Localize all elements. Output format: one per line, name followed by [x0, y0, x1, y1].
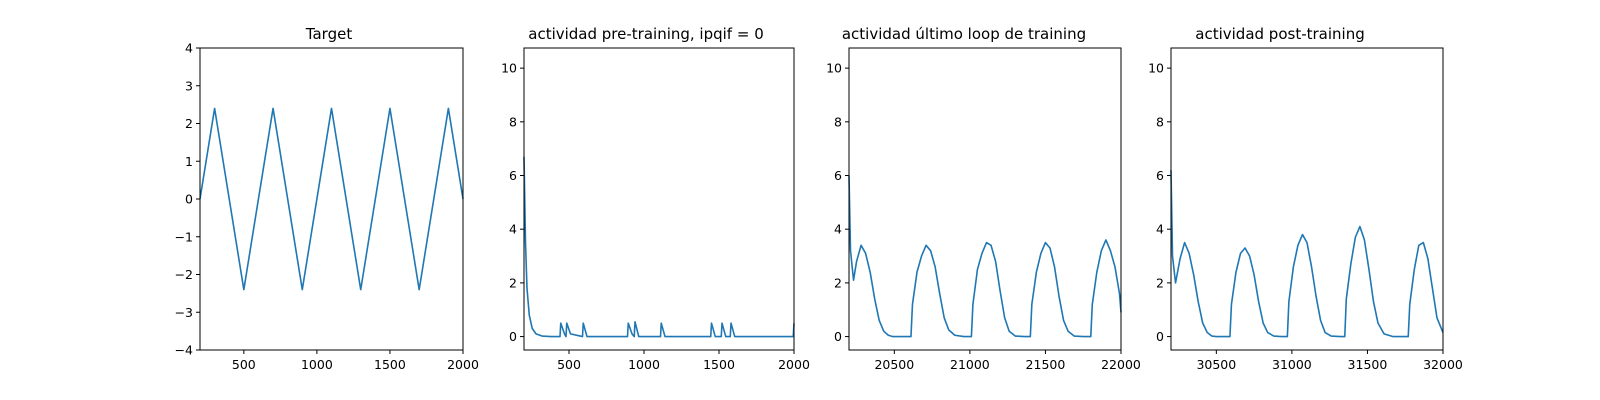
y-tick-label: −2 — [175, 267, 193, 282]
y-ticks: 0 2 4 6 8 10 — [501, 61, 524, 344]
x-tick-label: 20500 — [874, 357, 914, 372]
y-tick-label: 4 — [834, 222, 842, 237]
x-ticks: 20500 21000 21500 22000 — [874, 350, 1141, 372]
y-tick-label: −4 — [175, 343, 193, 358]
series-line — [848, 175, 1122, 338]
x-tick-label: 21500 — [1026, 357, 1066, 372]
y-tick-label: 0 — [185, 192, 193, 207]
y-ticks: 0 2 4 6 8 10 — [826, 61, 849, 344]
y-tick-label: 8 — [509, 114, 517, 129]
x-tick-label: 21000 — [950, 357, 990, 372]
y-tick-label: 6 — [1156, 168, 1164, 183]
x-tick-label: 2000 — [447, 357, 479, 372]
series-line — [523, 156, 795, 338]
x-tick-label: 31500 — [1348, 357, 1388, 372]
x-ticks: 500 1000 1500 2000 — [232, 350, 479, 372]
panel-pre-training: actividad pre-training, ipqif = 0 0 2 4 6 8 1… — [501, 25, 810, 372]
y-tick-label: 2 — [1156, 275, 1164, 290]
axes-frame — [523, 47, 795, 351]
y-tick-label: 4 — [509, 222, 517, 237]
y-tick-label: −3 — [175, 305, 193, 320]
x-tick-label: 31000 — [1272, 357, 1312, 372]
y-tick-label: 10 — [1148, 61, 1164, 76]
x-tick-label: 1000 — [301, 357, 333, 372]
y-tick-label: 2 — [185, 116, 193, 131]
series-line — [1170, 170, 1444, 338]
y-tick-label: 8 — [834, 114, 842, 129]
x-ticks: 30500 31000 31500 32000 — [1196, 350, 1463, 372]
x-tick-label: 1500 — [703, 357, 735, 372]
panel-post-training: actividad post-training 0 2 4 6 8 10 30500 310… — [1148, 25, 1463, 372]
panel-title: actividad último loop de training — [842, 25, 1086, 43]
y-tick-label: 0 — [509, 329, 517, 344]
panel-last-training-loop: actividad último loop de training 0 2 4 6 8 1… — [826, 25, 1141, 372]
y-tick-label: 10 — [826, 61, 842, 76]
x-tick-label: 500 — [557, 357, 581, 372]
panel-title: Target — [305, 25, 353, 43]
y-tick-label: 2 — [509, 275, 517, 290]
x-tick-label: 1500 — [374, 357, 406, 372]
x-ticks: 500 1000 1500 2000 — [557, 350, 810, 372]
panel-target: Target −4 −3 −2 −1 0 1 2 3 4 500 1000 1500 2000 — [175, 25, 479, 372]
x-tick-label: 500 — [232, 357, 256, 372]
x-tick-label: 30500 — [1196, 357, 1236, 372]
y-tick-label: 8 — [1156, 114, 1164, 129]
y-tick-label: 1 — [185, 154, 193, 169]
x-tick-label: 2000 — [778, 357, 810, 372]
panel-title: actividad post-training — [1195, 25, 1364, 43]
y-tick-label: 0 — [1156, 329, 1164, 344]
x-tick-label: 22000 — [1101, 357, 1141, 372]
axes-frame — [1170, 47, 1444, 351]
panel-title: actividad pre-training, ipqif = 0 — [528, 25, 764, 43]
y-tick-label: 10 — [501, 61, 517, 76]
y-tick-label: 6 — [834, 168, 842, 183]
axes-frame — [199, 47, 464, 351]
y-tick-label: 3 — [185, 78, 193, 93]
series-line — [199, 107, 464, 291]
y-tick-label: 0 — [834, 329, 842, 344]
axes-frame — [848, 47, 1122, 351]
y-tick-label: 4 — [185, 41, 193, 56]
y-tick-label: 6 — [509, 168, 517, 183]
y-ticks: 0 2 4 6 8 10 — [1148, 61, 1171, 344]
y-tick-label: 4 — [1156, 222, 1164, 237]
x-tick-label: 32000 — [1423, 357, 1463, 372]
y-tick-label: −1 — [175, 229, 193, 244]
x-tick-label: 1000 — [628, 357, 660, 372]
y-ticks: −4 −3 −2 −1 0 1 2 3 4 — [175, 41, 200, 358]
y-tick-label: 2 — [834, 275, 842, 290]
